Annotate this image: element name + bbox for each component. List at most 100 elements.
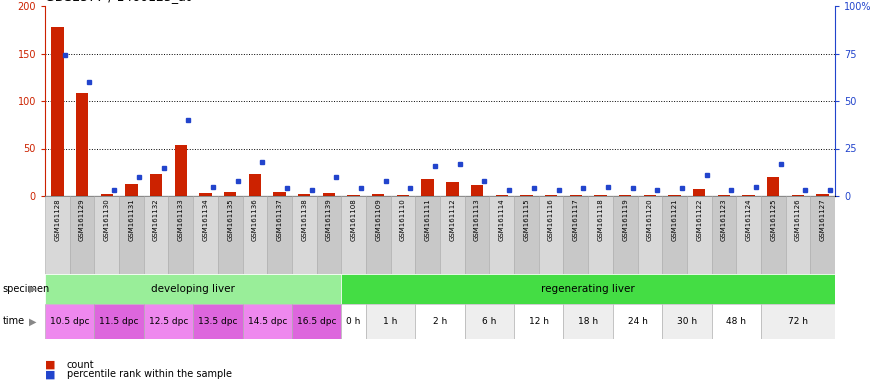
Text: GSM161126: GSM161126 <box>795 199 801 241</box>
Text: GSM161121: GSM161121 <box>671 199 677 241</box>
Text: ■: ■ <box>45 369 55 379</box>
Text: GSM161127: GSM161127 <box>820 199 826 241</box>
Bar <box>200 193 212 196</box>
Bar <box>767 177 780 196</box>
Bar <box>810 196 835 274</box>
Bar <box>150 174 162 196</box>
Bar <box>570 195 582 196</box>
Bar <box>539 196 564 274</box>
Bar <box>341 274 835 304</box>
Bar <box>51 27 64 196</box>
Text: developing liver: developing liver <box>151 284 235 294</box>
Bar <box>471 185 483 196</box>
Bar <box>638 196 662 274</box>
Bar <box>742 195 755 196</box>
Bar <box>612 196 638 274</box>
Bar <box>144 196 168 274</box>
Bar <box>292 304 341 339</box>
Bar <box>45 304 94 339</box>
Bar <box>193 196 218 274</box>
Text: 14.5 dpc: 14.5 dpc <box>248 317 287 326</box>
Bar <box>564 196 588 274</box>
Bar <box>248 174 261 196</box>
Bar <box>495 195 507 196</box>
Text: ▶: ▶ <box>29 316 36 326</box>
Text: 12.5 dpc: 12.5 dpc <box>149 317 188 326</box>
Text: GSM161119: GSM161119 <box>622 199 628 241</box>
Bar <box>446 182 458 196</box>
Bar <box>372 194 384 196</box>
Text: 13.5 dpc: 13.5 dpc <box>198 317 238 326</box>
Text: GSM161133: GSM161133 <box>178 199 184 241</box>
Text: GSM161124: GSM161124 <box>746 199 752 241</box>
Bar <box>94 196 119 274</box>
Text: regenerating liver: regenerating liver <box>542 284 635 294</box>
Bar <box>736 196 761 274</box>
Text: GSM161115: GSM161115 <box>523 199 529 241</box>
Text: GSM161109: GSM161109 <box>375 199 382 241</box>
Bar <box>193 304 242 339</box>
Bar <box>545 195 557 196</box>
Bar <box>761 304 835 339</box>
Text: GSM161129: GSM161129 <box>79 199 85 241</box>
Bar <box>298 194 311 196</box>
Text: GSM161108: GSM161108 <box>351 199 357 241</box>
Bar <box>70 196 94 274</box>
Bar <box>422 179 434 196</box>
Text: 24 h: 24 h <box>627 317 648 326</box>
Text: count: count <box>66 360 94 370</box>
Text: GSM161130: GSM161130 <box>104 199 109 241</box>
Bar <box>687 196 711 274</box>
Text: GSM161116: GSM161116 <box>548 199 554 241</box>
Text: GSM161112: GSM161112 <box>450 199 455 241</box>
Text: GSM161139: GSM161139 <box>326 199 332 241</box>
Text: 18 h: 18 h <box>578 317 598 326</box>
Text: 11.5 dpc: 11.5 dpc <box>100 317 139 326</box>
Text: GSM161136: GSM161136 <box>252 199 258 241</box>
Text: GSM161138: GSM161138 <box>301 199 307 241</box>
Bar <box>119 196 144 274</box>
Bar <box>594 195 606 196</box>
Bar <box>125 184 137 196</box>
Bar <box>792 195 804 196</box>
Bar <box>521 195 533 196</box>
Bar <box>45 274 341 304</box>
Text: GSM161120: GSM161120 <box>647 199 653 241</box>
Text: 30 h: 30 h <box>677 317 697 326</box>
Bar <box>644 195 656 196</box>
Bar <box>465 304 514 339</box>
Bar <box>242 196 267 274</box>
Bar <box>45 196 70 274</box>
Bar <box>564 304 612 339</box>
Bar <box>168 196 193 274</box>
Bar <box>588 196 612 274</box>
Text: GDS2577 / 1460125_at: GDS2577 / 1460125_at <box>45 0 191 3</box>
Bar <box>341 304 366 339</box>
Text: ▶: ▶ <box>29 284 36 294</box>
Text: 0 h: 0 h <box>346 317 360 326</box>
Bar <box>347 195 360 196</box>
Bar <box>711 304 761 339</box>
Text: GSM161125: GSM161125 <box>770 199 776 241</box>
Bar <box>416 196 440 274</box>
Bar <box>144 304 193 339</box>
Bar <box>390 196 416 274</box>
Bar <box>218 196 242 274</box>
Text: 6 h: 6 h <box>482 317 497 326</box>
Bar <box>317 196 341 274</box>
Bar <box>514 304 564 339</box>
Bar <box>711 196 736 274</box>
Bar <box>242 304 292 339</box>
Bar <box>175 145 187 196</box>
Bar <box>668 195 681 196</box>
Bar <box>693 189 705 196</box>
Bar <box>76 93 88 196</box>
Text: 1 h: 1 h <box>383 317 398 326</box>
Text: GSM161123: GSM161123 <box>721 199 727 241</box>
Text: GSM161114: GSM161114 <box>499 199 505 241</box>
Bar <box>662 196 687 274</box>
Bar <box>366 304 416 339</box>
Text: GSM161117: GSM161117 <box>573 199 578 241</box>
Bar <box>396 195 410 196</box>
Bar <box>416 304 465 339</box>
